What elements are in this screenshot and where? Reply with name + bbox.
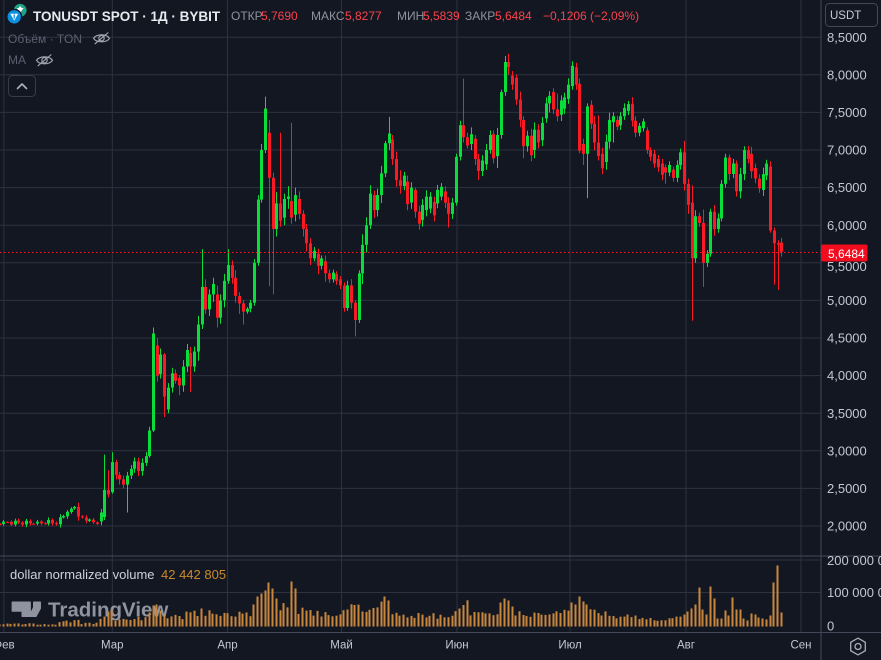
svg-text:5,8277: 5,8277 xyxy=(345,9,382,23)
svg-text:Апр: Апр xyxy=(217,640,237,652)
svg-text:Июл: Июл xyxy=(558,640,581,652)
svg-text:4,0000: 4,0000 xyxy=(827,368,867,383)
svg-text:5,0000: 5,0000 xyxy=(827,293,867,308)
svg-text:ОТКР: ОТКР xyxy=(231,9,263,23)
svg-text:МАКС: МАКС xyxy=(311,9,345,23)
svg-text:3,5000: 3,5000 xyxy=(827,406,867,421)
svg-text:7,5000: 7,5000 xyxy=(827,105,867,120)
svg-text:Объём · TON: Объём · TON xyxy=(8,32,82,46)
svg-text:TradingView: TradingView xyxy=(48,599,168,622)
svg-text:Май: Май xyxy=(330,640,353,652)
svg-text:5,6484: 5,6484 xyxy=(828,247,865,261)
svg-text:Сен: Сен xyxy=(790,640,811,652)
svg-text:0: 0 xyxy=(827,619,834,634)
svg-text:TONUSDT SPOT · 1Д · BYBIT: TONUSDT SPOT · 1Д · BYBIT xyxy=(33,9,221,24)
svg-text:7,0000: 7,0000 xyxy=(827,143,867,158)
svg-text:5,5839: 5,5839 xyxy=(423,9,460,23)
svg-text:5,5000: 5,5000 xyxy=(827,259,867,274)
svg-text:Мар: Мар xyxy=(101,640,124,652)
svg-text:8,0000: 8,0000 xyxy=(827,67,867,82)
svg-text:6,5000: 6,5000 xyxy=(827,180,867,195)
svg-text:5,6484: 5,6484 xyxy=(495,9,532,23)
svg-text:8,5000: 8,5000 xyxy=(827,30,867,45)
svg-text:Авг: Авг xyxy=(677,640,695,652)
svg-text:100 000 000: 100 000 000 xyxy=(827,585,881,600)
svg-text:42 442 805: 42 442 805 xyxy=(161,567,226,582)
svg-text:3,0000: 3,0000 xyxy=(827,443,867,458)
svg-text:200 000 000: 200 000 000 xyxy=(827,553,881,568)
svg-text:2,5000: 2,5000 xyxy=(827,481,867,496)
svg-text:dollar normalized volume: dollar normalized volume xyxy=(10,567,155,582)
svg-text:MA: MA xyxy=(8,53,26,67)
svg-text:−0,1206 (−2,09%): −0,1206 (−2,09%) xyxy=(543,9,639,23)
svg-text:4,5000: 4,5000 xyxy=(827,331,867,346)
svg-text:МИН: МИН xyxy=(397,9,424,23)
svg-text:Фев: Фев xyxy=(0,640,15,652)
svg-text:USDT: USDT xyxy=(830,10,861,22)
svg-text:5,7690: 5,7690 xyxy=(261,9,298,23)
svg-text:ЗАКР: ЗАКР xyxy=(465,9,495,23)
svg-text:2,0000: 2,0000 xyxy=(827,519,867,534)
svg-text:Июн: Июн xyxy=(445,640,468,652)
svg-text:6,0000: 6,0000 xyxy=(827,218,867,233)
